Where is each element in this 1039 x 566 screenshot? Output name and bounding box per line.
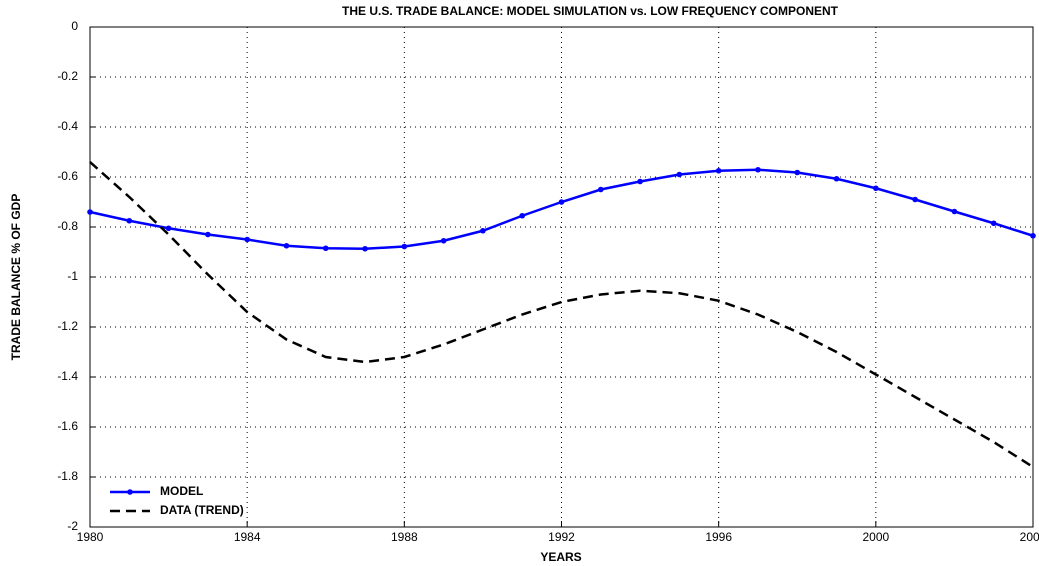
y-tick-label: -0.6 (57, 169, 78, 183)
series-line (89, 161, 1034, 469)
y-tick-label: -2 (67, 519, 78, 533)
series-marker (951, 208, 958, 215)
y-tick-label: -0.8 (57, 219, 78, 233)
series-marker (244, 236, 250, 243)
series-marker (165, 225, 172, 232)
x-tick-label: 2004 (1020, 530, 1039, 544)
x-tick-label: 1980 (77, 530, 104, 544)
x-tick-label: 1988 (391, 530, 418, 544)
series-marker (87, 209, 93, 215)
x-axis-label: YEARS (540, 550, 581, 564)
series-marker (480, 227, 486, 234)
plot-frame (89, 26, 1034, 528)
legend-label: MODEL (160, 484, 203, 498)
series-line (89, 168, 1034, 251)
series-marker (755, 166, 761, 173)
series-marker (833, 175, 840, 182)
y-tick-label: -1.4 (57, 369, 78, 383)
series-marker (558, 199, 565, 205)
series-marker (440, 237, 447, 244)
y-tick-label: -0.4 (57, 119, 78, 133)
series-marker (362, 245, 368, 252)
series-marker (597, 186, 604, 193)
series-marker (912, 196, 918, 203)
series-marker (873, 185, 879, 192)
x-tick-label: 1996 (705, 530, 732, 544)
series-marker (990, 220, 997, 227)
y-axis-label: TRADE BALANCE % OF GDP (9, 194, 23, 361)
legend-marker (127, 489, 133, 495)
series-marker (401, 243, 408, 250)
y-tick-label: -0.2 (57, 69, 78, 83)
series-marker (205, 231, 211, 238)
x-tick-label: 2000 (862, 530, 889, 544)
y-tick-label: 0 (71, 19, 78, 33)
x-tick-label: 1992 (548, 530, 575, 544)
y-tick-label: -1.2 (57, 319, 78, 333)
series-marker (794, 169, 801, 176)
series-marker (322, 245, 329, 252)
y-tick-label: -1.6 (57, 419, 78, 433)
x-tick-label: 1984 (234, 530, 261, 544)
series-marker (676, 171, 683, 178)
series-marker (519, 212, 526, 219)
series-marker (637, 178, 643, 185)
series-marker (715, 167, 722, 174)
chart-title: THE U.S. TRADE BALANCE: MODEL SIMULATION… (342, 4, 839, 18)
series-marker (283, 242, 290, 249)
y-tick-label: -1.8 (57, 469, 78, 483)
legend-label: DATA (TREND) (160, 503, 244, 517)
series-marker (126, 217, 133, 224)
y-tick-label: -1 (67, 269, 78, 283)
series-marker (1030, 232, 1036, 239)
